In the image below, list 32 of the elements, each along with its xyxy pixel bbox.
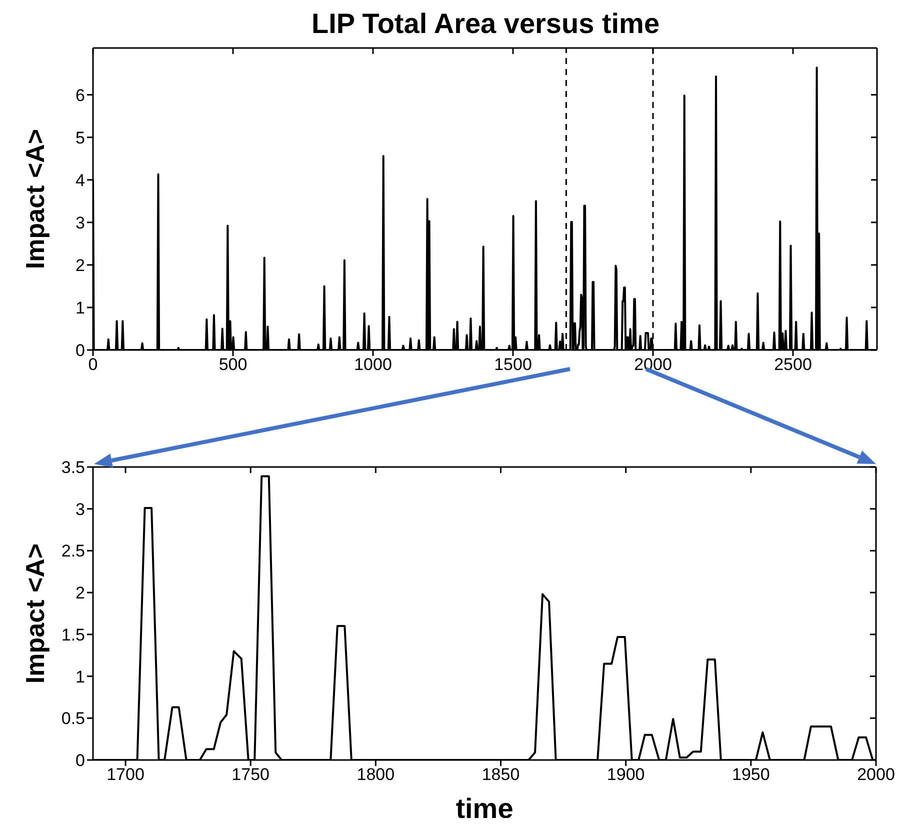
y-tick-label: 2.5 xyxy=(61,542,85,561)
y-tick-label: 0.5 xyxy=(61,709,85,728)
x-tick-label: 1700 xyxy=(106,765,144,784)
x-tick-label: 2500 xyxy=(774,355,812,374)
y-tick-label: 3.5 xyxy=(61,458,85,478)
x-tick-label: 2000 xyxy=(634,355,672,374)
y-axis-title: Impact <A> xyxy=(20,543,50,684)
y-tick-label: 5 xyxy=(76,128,85,148)
y-tick-label: 3 xyxy=(76,213,85,232)
x-tick-label: 1750 xyxy=(232,765,270,784)
x-tick-label: 1500 xyxy=(494,355,532,374)
chart-title: LIP Total Area versus time xyxy=(310,8,661,40)
y-axis-title: Impact <A> xyxy=(20,128,50,270)
y-tick-label: 0 xyxy=(76,751,85,770)
x-tick-label: 0 xyxy=(88,355,98,374)
y-tick-label: 2 xyxy=(76,256,85,275)
y-tick-label: 0 xyxy=(76,341,85,360)
y-tick-label: 1 xyxy=(76,667,85,686)
y-tick-label: 4 xyxy=(76,170,85,190)
y-tick-label: 3 xyxy=(76,500,85,519)
y-tick-label: 1 xyxy=(76,298,85,318)
x-tick-label: 1000 xyxy=(354,355,392,374)
x-tick-label: 1850 xyxy=(482,765,520,784)
x-tick-label: 1950 xyxy=(732,765,770,784)
x-axis-title: time xyxy=(456,793,514,824)
x-tick-label: 500 xyxy=(218,355,248,374)
x-tick-label: 1800 xyxy=(356,765,395,784)
y-tick-label: 2 xyxy=(76,584,85,603)
y-tick-label: 6 xyxy=(76,86,85,105)
x-tick-label: 2000 xyxy=(857,765,895,784)
x-tick-label: 1900 xyxy=(606,765,645,784)
y-tick-label: 1.5 xyxy=(61,625,85,644)
